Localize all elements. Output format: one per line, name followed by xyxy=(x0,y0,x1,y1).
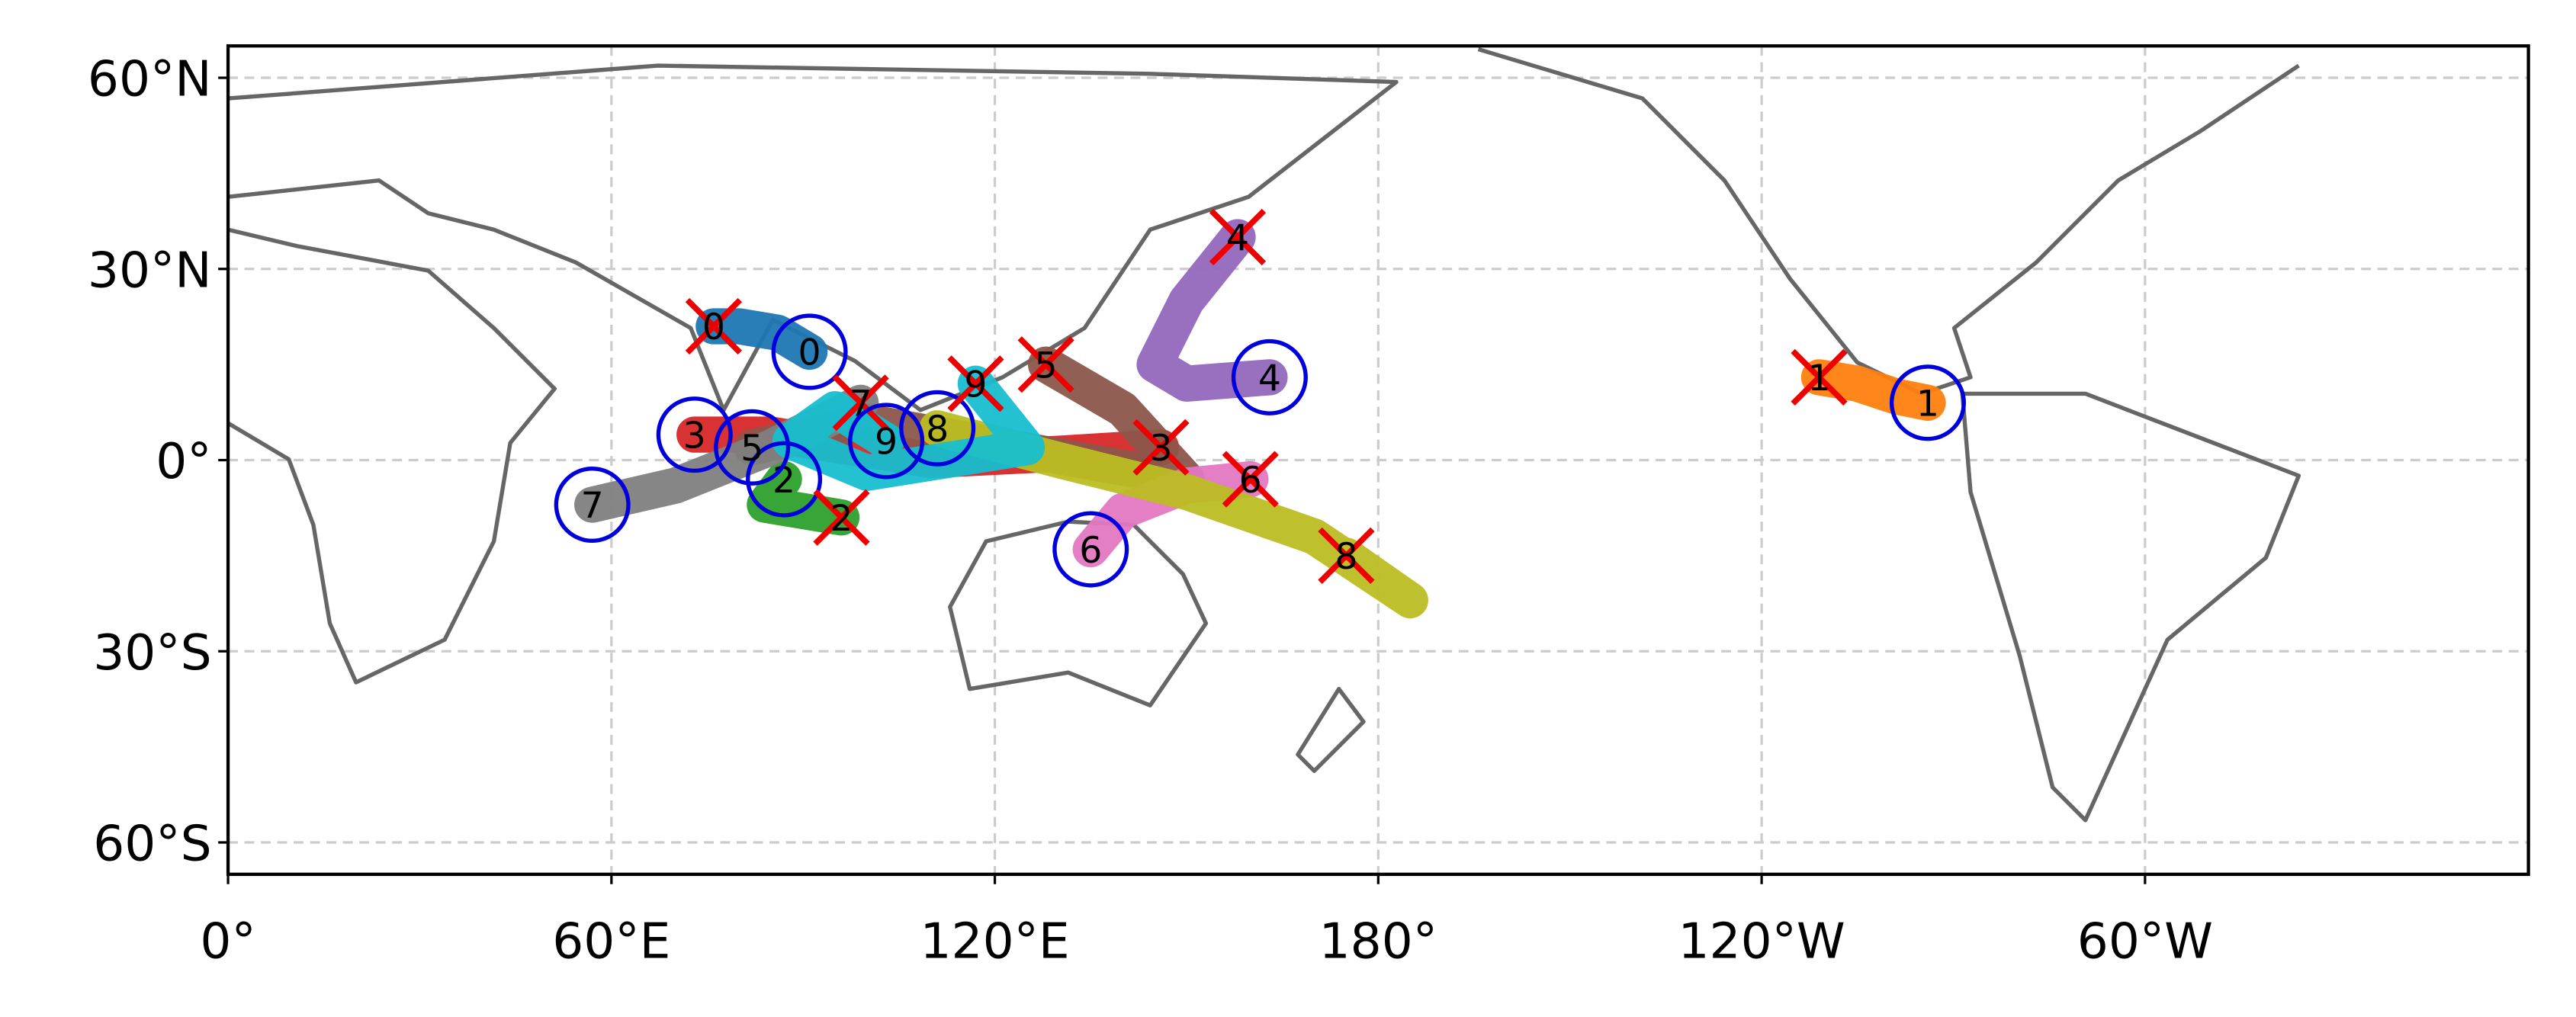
storm-track xyxy=(1136,219,1288,402)
storm-label: 5 xyxy=(1035,345,1058,387)
north-america xyxy=(1477,47,2300,396)
end-marker xyxy=(832,374,889,432)
storm-label: 3 xyxy=(683,415,706,457)
storm-label: 8 xyxy=(1335,536,1357,578)
start-marker xyxy=(771,313,848,390)
storm-label: 2 xyxy=(830,498,853,540)
start-marker xyxy=(746,441,823,518)
storm-label: 6 xyxy=(1079,530,1102,572)
end-marker xyxy=(1209,208,1267,266)
storm-label: 5 xyxy=(740,428,763,470)
storm-track xyxy=(747,460,860,536)
x-tick-label: 180° xyxy=(1319,913,1437,970)
y-tick-label: 30°S xyxy=(93,624,211,682)
end-marker xyxy=(947,355,1004,412)
new-zealand xyxy=(1296,686,1366,773)
storm-label: 1 xyxy=(1916,383,1939,425)
storm-track xyxy=(772,365,1045,491)
coastlines xyxy=(226,47,2301,823)
africa xyxy=(226,227,557,685)
australia xyxy=(948,519,1209,707)
start-marker xyxy=(1052,511,1129,588)
end-marker xyxy=(1017,336,1074,393)
end-marker xyxy=(1318,527,1375,584)
storm-label: 9 xyxy=(875,422,898,464)
storm-label: 6 xyxy=(1239,460,1262,502)
start-marker xyxy=(714,409,791,486)
storm-label: 7 xyxy=(581,485,604,527)
storm-label: 9 xyxy=(964,364,987,406)
x-tick-label: 60°E xyxy=(552,913,670,970)
y-tick-label: 30°N xyxy=(88,242,212,299)
storm-track xyxy=(695,308,828,371)
storm-label: 0 xyxy=(798,332,821,374)
end-marker xyxy=(1222,451,1279,508)
end-marker xyxy=(1791,348,1848,406)
south-america xyxy=(1960,391,2301,823)
storm-track xyxy=(1800,359,1946,421)
start-marker xyxy=(656,396,733,473)
storm-label: 4 xyxy=(1258,358,1281,399)
storm-label: 4 xyxy=(1226,217,1249,259)
start-marker xyxy=(1231,338,1308,415)
x-tick-label: 120°E xyxy=(920,913,1069,970)
x-tick-label: 0° xyxy=(200,913,255,970)
y-tick-label: 0° xyxy=(156,433,211,490)
storm-label: 7 xyxy=(850,383,872,425)
storm-label: 3 xyxy=(1149,428,1172,470)
end-marker xyxy=(1132,419,1190,476)
y-tick-label: 60°N xyxy=(88,51,212,108)
storm-label: 0 xyxy=(702,306,725,348)
storm-label: 1 xyxy=(1807,358,1830,399)
x-tick-label: 120°W xyxy=(1678,913,1845,970)
y-tick-label: 60°S xyxy=(93,816,211,873)
x-tick-label: 60°W xyxy=(2077,913,2213,970)
start-marker xyxy=(899,390,976,467)
start-marker xyxy=(848,403,925,480)
storm-label: 8 xyxy=(926,409,949,451)
end-marker xyxy=(813,489,870,546)
start-marker xyxy=(554,467,631,544)
end-marker xyxy=(685,297,742,355)
start-marker xyxy=(1889,364,1966,441)
eurasia xyxy=(227,63,1399,412)
